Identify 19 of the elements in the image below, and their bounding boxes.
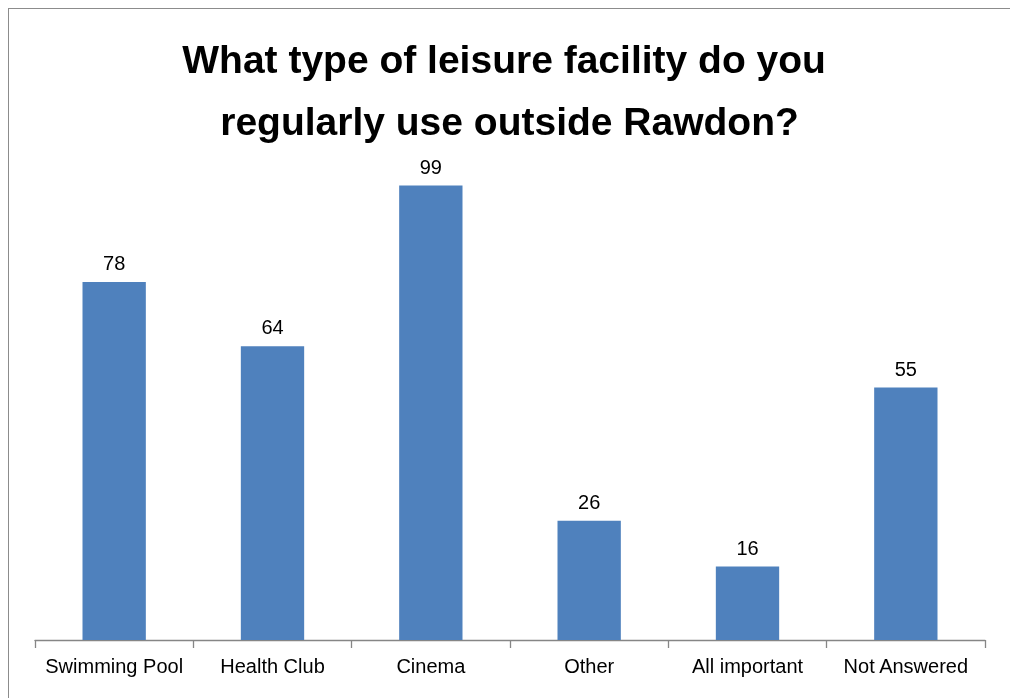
data-label: 16 [736,536,759,559]
bar [874,387,938,640]
x-tick-label: Not Answered [843,655,969,677]
bar [399,185,463,640]
x-tick-label: All important [691,655,804,677]
x-tick-label: Cinema [396,655,467,677]
data-label: 64 [261,316,284,339]
x-tick-label: Other [564,655,615,677]
bar [557,520,621,640]
data-label: 26 [578,490,601,513]
data-label: 78 [103,251,126,274]
bar [82,281,146,640]
x-tick-label: Health Club [220,655,325,677]
data-label: 55 [894,357,917,380]
x-tick-label: Swimming Pool [45,655,184,677]
chart-title: What type of leisure facility do you regularly use outside Rawdon? [182,37,837,143]
bar [715,566,780,640]
bar [240,346,305,640]
data-label: 99 [419,155,442,178]
